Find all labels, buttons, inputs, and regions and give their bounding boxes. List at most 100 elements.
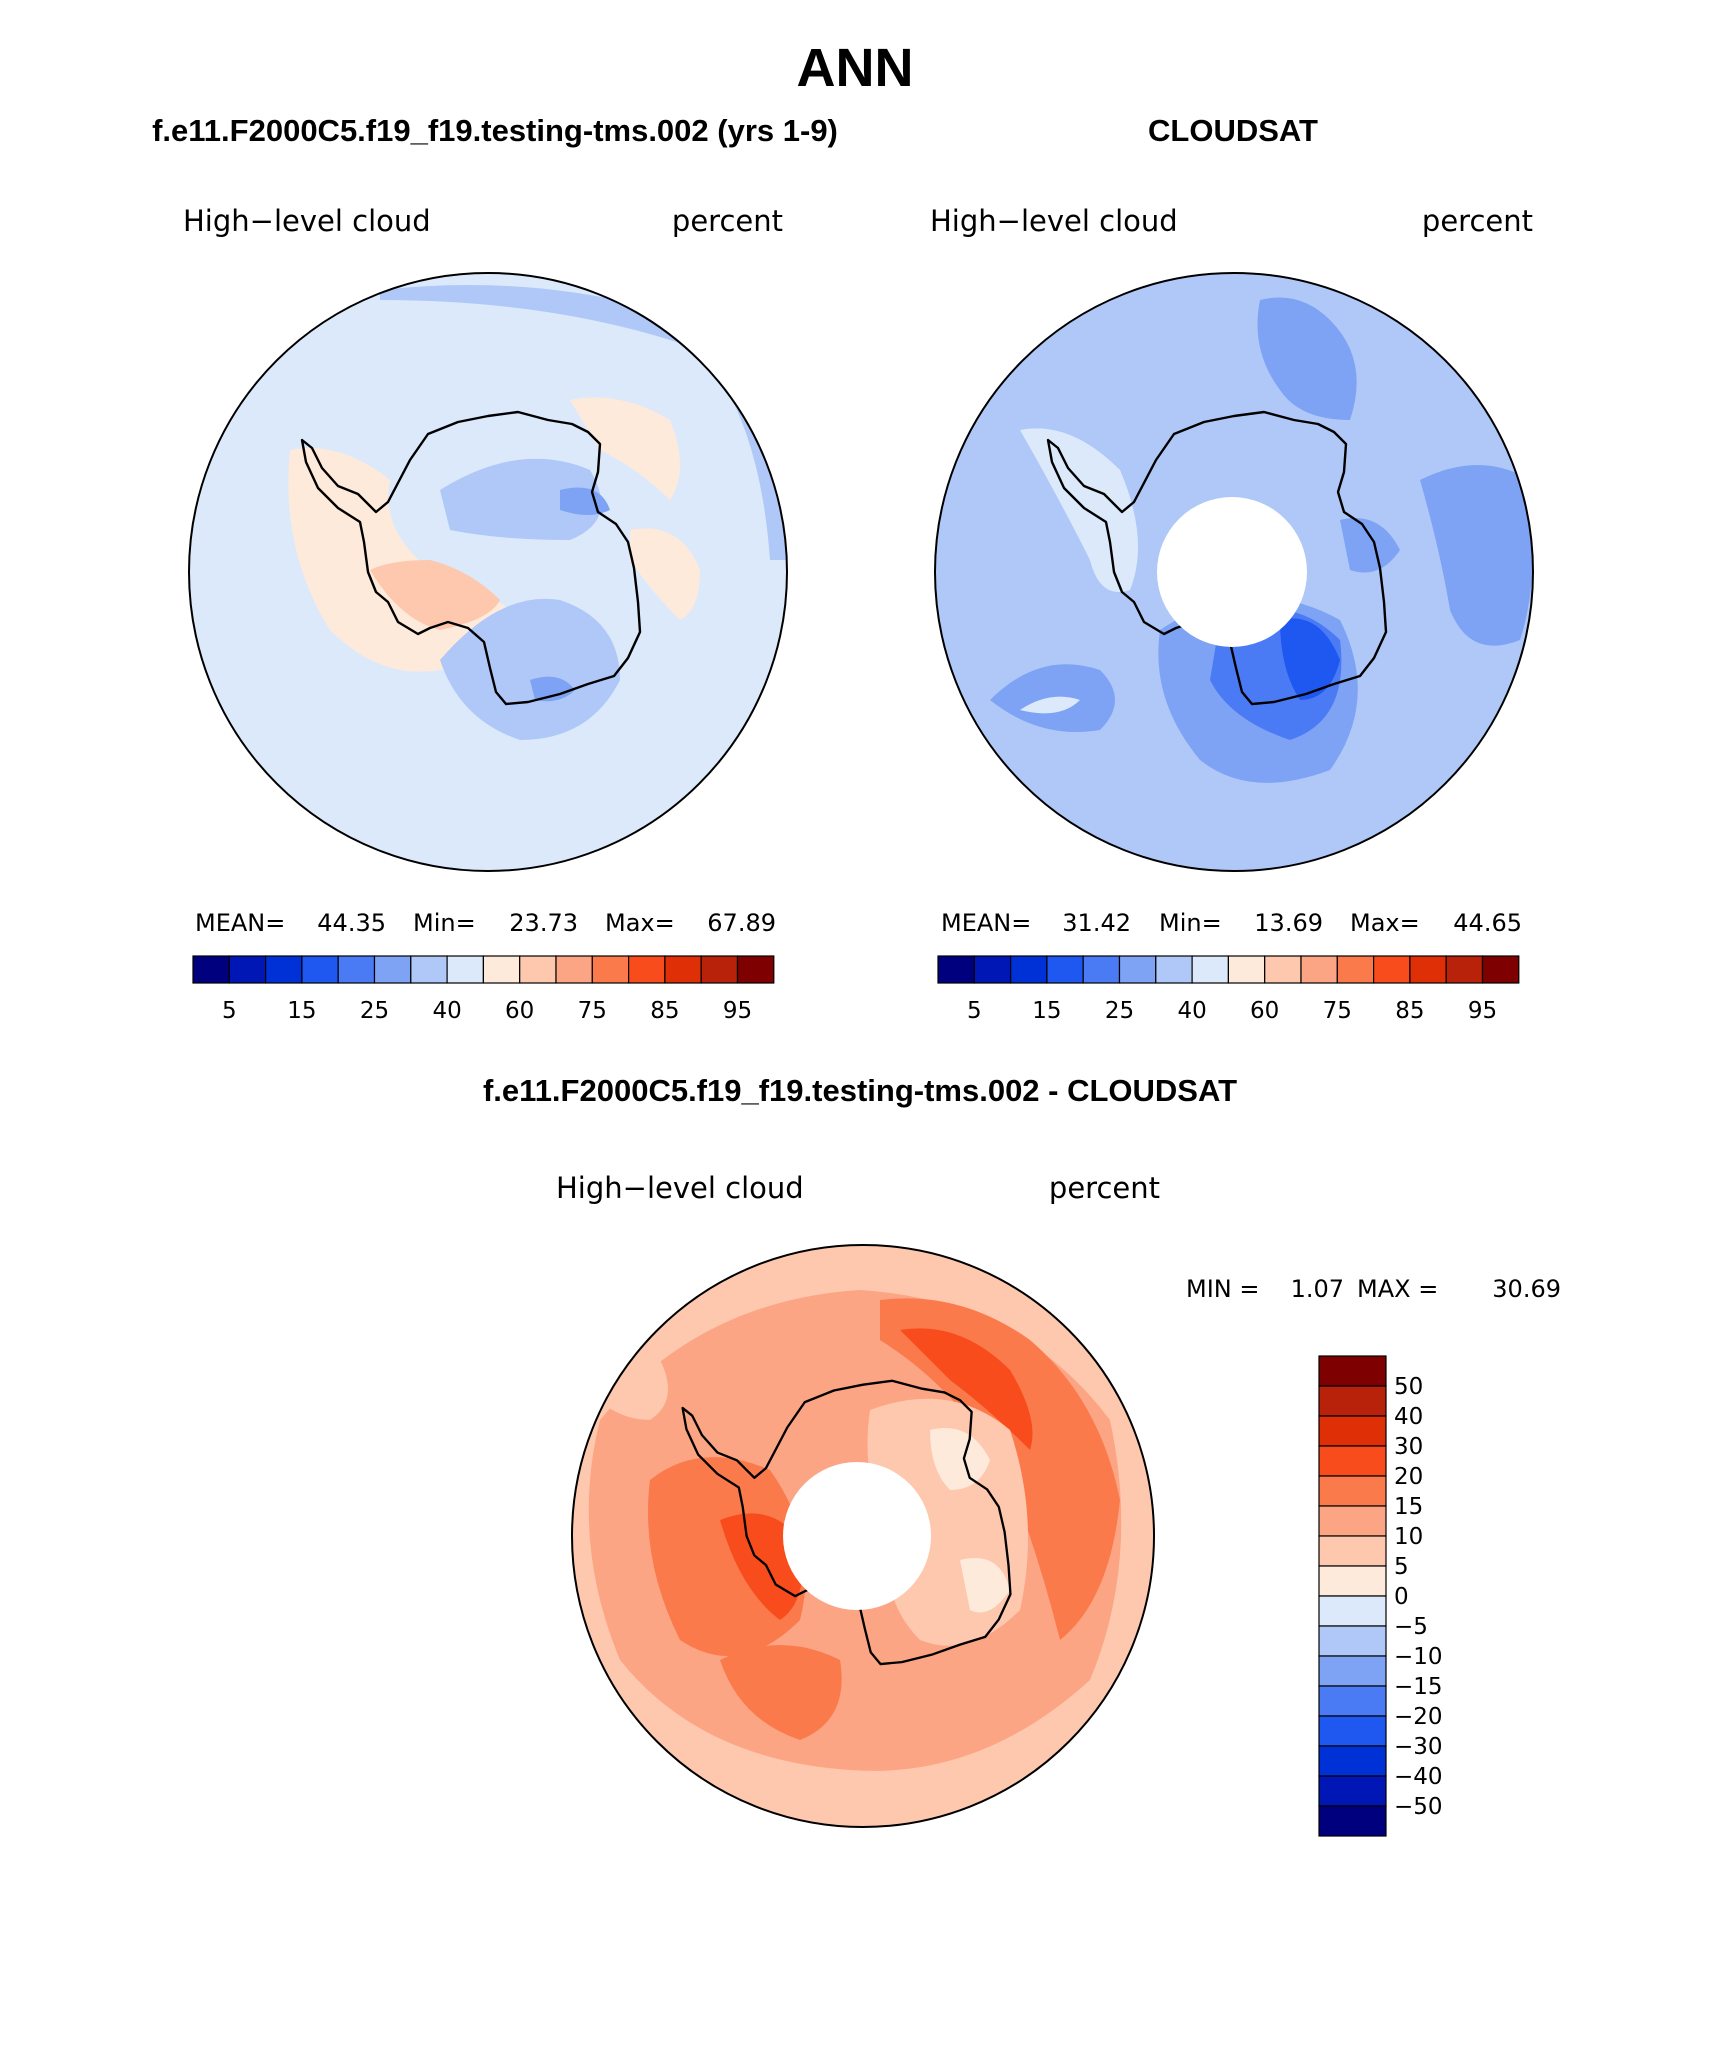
colorbar-box [1046,955,1084,984]
colorbar-box [664,955,702,984]
colorbar-tick-label: 75 [578,998,607,1024]
panel-obs-heading: CLOUDSAT [1148,113,1318,148]
colorbar-tick-label: −5 [1394,1614,1428,1640]
colorbar-box [519,955,557,984]
panel-obs: CLOUDSAT High−level cloud percent MEAN= … [930,113,1534,1024]
colorbar-box [1191,955,1229,984]
colorbar-tick-label: 95 [723,998,752,1024]
colorbar-box [1318,1385,1387,1417]
min-value: 23.73 [509,909,578,937]
panel-model-colorbar: 5 15 25 40 60 75 85 95 [192,955,775,1024]
colorbar-box [410,955,448,984]
colorbar-box [1318,1565,1387,1597]
colorbar-box [482,955,521,984]
colorbar-box [1318,1595,1387,1627]
map-model-border [188,272,788,872]
colorbar-tick-label: 30 [1394,1434,1423,1460]
colorbar-tick-label: 60 [1250,998,1279,1024]
colorbar-box [1318,1805,1387,1837]
colorbar-tick-label: 50 [1394,1374,1423,1400]
panel-model: f.e11.F2000C5.f19_f19.testing-tms.002 (y… [152,113,838,1024]
colorbar-box [1227,955,1266,984]
panel-obs-units-label: percent [1422,204,1533,238]
colorbar-box [1318,1535,1387,1567]
colorbar-box [736,955,775,984]
colorbar-box [973,955,1012,984]
colorbar-box [627,955,666,984]
colorbar-box [265,955,303,984]
colorbar-tick-label: 85 [1395,998,1424,1024]
colorbar-box [1318,1685,1387,1717]
colorbar-tick-label: −20 [1394,1704,1443,1730]
map-model [189,273,787,871]
panel-difference-units-label: percent [1049,1171,1160,1205]
colorbar-box [1118,955,1157,984]
colorbar-tick-label: 15 [1032,998,1061,1024]
colorbar-box [1336,955,1375,984]
mean-label: MEAN= [941,909,1031,937]
colorbar-tick-label: 5 [967,998,982,1024]
colorbar-box [301,955,339,984]
colorbar-box [1318,1355,1387,1387]
colorbar-box [1318,1745,1387,1777]
panel-difference-heading: f.e11.F2000C5.f19_f19.testing-tms.002 - … [483,1073,1237,1108]
colorbar-box [446,955,485,984]
min-value: 1.07 [1291,1275,1344,1303]
colorbar-box [337,955,376,984]
colorbar-box [1009,955,1048,984]
mean-label: MEAN= [195,909,285,937]
colorbar-box [1318,1625,1387,1657]
colorbar-box [1300,955,1338,984]
colorbar-tick-label: −15 [1394,1674,1443,1700]
colorbar-tick-label: 5 [1394,1554,1409,1580]
max-value: 44.65 [1453,909,1522,937]
colorbar-tick-label: −40 [1394,1764,1443,1790]
max-label: MAX = [1357,1275,1438,1303]
panel-model-variable-label: High−level cloud [183,204,431,238]
min-label: Min= [413,909,476,937]
max-value: 67.89 [707,909,776,937]
colorbar-box [1318,1505,1387,1537]
map-difference [572,1245,1154,1827]
colorbar-tick-label: 25 [1105,998,1134,1024]
map-obs [935,273,1533,871]
colorbar-tick-label: 15 [1394,1494,1423,1520]
panel-model-stats: MEAN= 44.35 Min= 23.73 Max= 67.89 [195,909,776,937]
colorbar-tick-label: −10 [1394,1644,1443,1670]
colorbar-tick-label: 75 [1323,998,1352,1024]
colorbar-tick-label: −50 [1394,1794,1443,1820]
panel-difference: f.e11.F2000C5.f19_f19.testing-tms.002 - … [483,1073,1561,1837]
map-obs-border [934,272,1534,872]
colorbar-box [1082,955,1121,984]
colorbar-tick-label: 85 [650,998,679,1024]
colorbar-tick-label: 20 [1394,1464,1423,1490]
colorbar-tick-label: 0 [1394,1584,1409,1610]
colorbar-tick-label: 60 [505,998,534,1024]
mean-value: 31.42 [1062,909,1131,937]
min-value: 13.69 [1254,909,1323,937]
panel-model-heading: f.e11.F2000C5.f19_f19.testing-tms.002 (y… [152,113,838,148]
colorbar-box [1318,1775,1387,1807]
colorbar-tick-label: 40 [1394,1404,1423,1430]
max-label: Max= [1350,909,1420,937]
figure-title: ANN [797,38,914,98]
mean-value: 44.35 [317,909,386,937]
colorbar-box [555,955,593,984]
colorbar-box [1445,955,1484,984]
colorbar-box [1155,955,1193,984]
panel-obs-stats: MEAN= 31.42 Min= 13.69 Max= 44.65 [941,909,1522,937]
colorbar-box [1318,1655,1387,1687]
colorbar-tick-label: 5 [222,998,237,1024]
colorbar-box [937,955,975,984]
colorbar-box [228,955,267,984]
colorbar-box [373,955,412,984]
panel-difference-variable-label: High−level cloud [556,1171,804,1205]
colorbar-tick-label: −30 [1394,1734,1443,1760]
colorbar-tick-label: 15 [287,998,316,1024]
colorbar-tick-label: 10 [1394,1524,1423,1550]
colorbar-box [1318,1415,1387,1447]
min-label: MIN = [1186,1275,1259,1303]
colorbar-tick-label: 40 [1177,998,1206,1024]
